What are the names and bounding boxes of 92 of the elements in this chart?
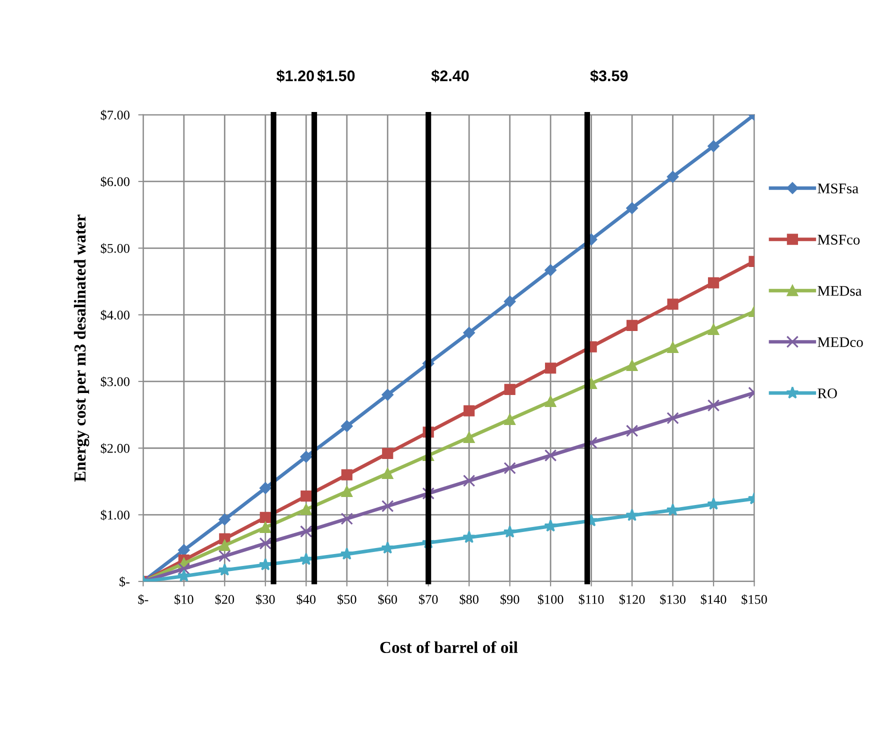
y-tick-label: $3.00 [100, 376, 130, 388]
x-axis-title: Cost of barrel of oil [380, 641, 518, 654]
x-tick-label: $140 [700, 594, 726, 605]
x-tick-label: $- [138, 594, 148, 605]
y-tick-label: $4.00 [100, 310, 130, 320]
point [464, 405, 475, 416]
point [382, 388, 394, 401]
point [341, 486, 352, 498]
point [545, 396, 556, 408]
x-tick-label: $110 [578, 594, 604, 605]
point [177, 569, 190, 582]
legend-label: RO [818, 388, 837, 398]
y-tick-label: $6.00 [100, 176, 130, 188]
point [260, 522, 271, 533]
point [626, 424, 638, 437]
point [300, 525, 312, 538]
point [666, 503, 680, 516]
legend-label: MSFsa [818, 184, 858, 194]
point [666, 412, 679, 424]
point [503, 525, 516, 538]
y-tick-label: $- [120, 576, 130, 588]
point [626, 360, 638, 372]
x-tick-label: $50 [338, 594, 356, 605]
point [464, 432, 475, 444]
x-tick-label: $80 [460, 594, 478, 605]
legend-label: MEDco [818, 337, 863, 348]
x-tick-label: $10 [174, 594, 194, 605]
text: $2.40 [431, 70, 469, 82]
point [667, 342, 678, 354]
point [381, 541, 394, 554]
text: $1.50 [317, 70, 355, 82]
x-tick-label: $60 [378, 594, 398, 605]
x-tick-label: $150 [742, 594, 767, 605]
point [504, 296, 516, 308]
point [626, 508, 638, 522]
y-tick-label: $7.00 [100, 110, 130, 120]
point [544, 264, 556, 276]
point [708, 324, 720, 336]
x-tick-label: $100 [538, 594, 564, 605]
x-tick-label: $40 [296, 594, 316, 605]
legend-label: MEDsa [818, 286, 862, 296]
point [341, 420, 353, 432]
y-tick-label: $2.00 [100, 443, 130, 454]
point [300, 450, 312, 463]
x-tick-label: $130 [660, 594, 686, 605]
point [707, 497, 720, 510]
point [708, 277, 720, 288]
point [300, 552, 313, 566]
point [300, 490, 312, 502]
point [707, 399, 720, 412]
point [504, 462, 516, 474]
point [178, 544, 190, 556]
x-tick-label: $20 [215, 594, 234, 605]
point [218, 550, 231, 562]
x-tick-label: $120 [619, 594, 645, 605]
point [382, 468, 394, 480]
point [218, 514, 230, 526]
point [219, 540, 230, 551]
legend-label: MSFco [818, 234, 860, 245]
point [667, 298, 678, 310]
point [341, 469, 352, 480]
point [382, 448, 394, 460]
point [178, 562, 190, 575]
point [462, 474, 476, 487]
y-tick-label: $1.00 [100, 510, 130, 520]
point [544, 449, 557, 462]
y-axis-title: Energy cost per m3 desalinated water [74, 214, 90, 482]
x-tick-label: $90 [500, 594, 520, 605]
point [544, 519, 558, 532]
point [504, 414, 516, 426]
y-tick-label: $5.00 [100, 243, 130, 254]
x-tick-label: $30 [256, 594, 275, 605]
point [626, 320, 638, 332]
point [626, 202, 638, 214]
point [708, 140, 720, 152]
text: $3.59 [590, 70, 628, 82]
point [259, 537, 272, 550]
point [666, 170, 679, 183]
point [381, 500, 394, 512]
point [340, 547, 354, 560]
text: $1.20 [276, 70, 314, 82]
point [340, 512, 354, 525]
point [504, 384, 516, 396]
point [260, 482, 272, 494]
point [462, 530, 476, 544]
point [300, 504, 312, 516]
point [260, 512, 271, 524]
x-tick-label: $70 [419, 594, 438, 605]
point [218, 563, 232, 576]
point [545, 362, 556, 374]
point [258, 558, 272, 570]
point [463, 326, 475, 339]
